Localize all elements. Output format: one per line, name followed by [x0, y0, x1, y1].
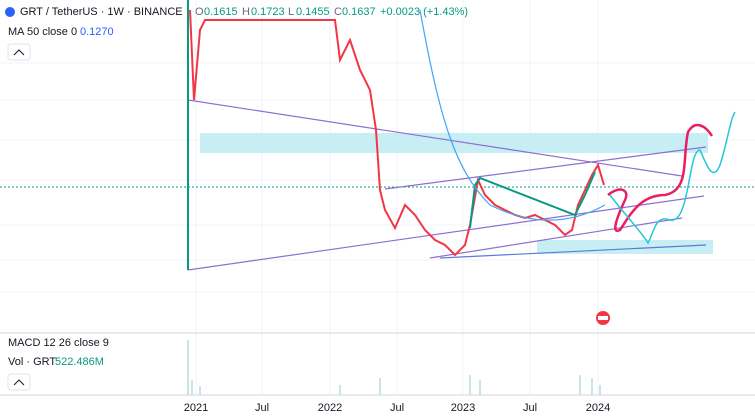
symbol-icon	[5, 7, 15, 17]
close-label: C	[334, 6, 342, 18]
collapse-icon	[13, 379, 25, 386]
projection-pink	[607, 123, 714, 233]
price-path	[189, 9, 605, 257]
ma-value: 0.1270	[80, 26, 114, 38]
low-label: L	[288, 6, 294, 18]
collapse-button[interactable]	[7, 373, 31, 391]
open-value: 0.1615	[204, 6, 238, 18]
vol-label[interactable]: Vol · GRT	[8, 356, 56, 368]
low-value: 0.1455	[296, 6, 330, 18]
event-flag-stripe	[598, 316, 608, 320]
time-label: Jul	[255, 402, 269, 414]
time-axis: 2021 Jul 2022 Jul 2023 Jul 2024	[184, 402, 610, 414]
time-label: 2024	[586, 402, 610, 414]
price-path-up	[469, 171, 596, 229]
ma-line	[419, 9, 606, 221]
trend-lines	[187, 99, 707, 271]
volume-bars	[187, 340, 601, 395]
close-value: 0.1637	[342, 6, 376, 18]
symbol[interactable]: GRT / TetherUS · 1W · BINANCE	[20, 6, 183, 18]
collapse-button[interactable]	[7, 43, 31, 61]
high-value: 0.1723	[251, 6, 285, 18]
ma-label[interactable]: MA 50 close 0	[8, 26, 77, 38]
high-label: H	[242, 6, 250, 18]
vol-value: 522.486M	[55, 356, 104, 368]
collapse-icon	[13, 49, 25, 56]
time-label: 2022	[318, 402, 342, 414]
time-label: 2023	[451, 402, 475, 414]
projection-cyan	[609, 111, 736, 245]
time-label: Jul	[390, 402, 404, 414]
macd-label[interactable]: MACD 12 26 close 9	[8, 337, 109, 349]
time-label: Jul	[523, 402, 537, 414]
open-label: O	[195, 6, 204, 18]
support-zone	[537, 240, 713, 254]
time-label: 2021	[184, 402, 208, 414]
change: +0.0023 (+1.43%)	[380, 6, 468, 18]
resistance-zone	[200, 133, 708, 153]
